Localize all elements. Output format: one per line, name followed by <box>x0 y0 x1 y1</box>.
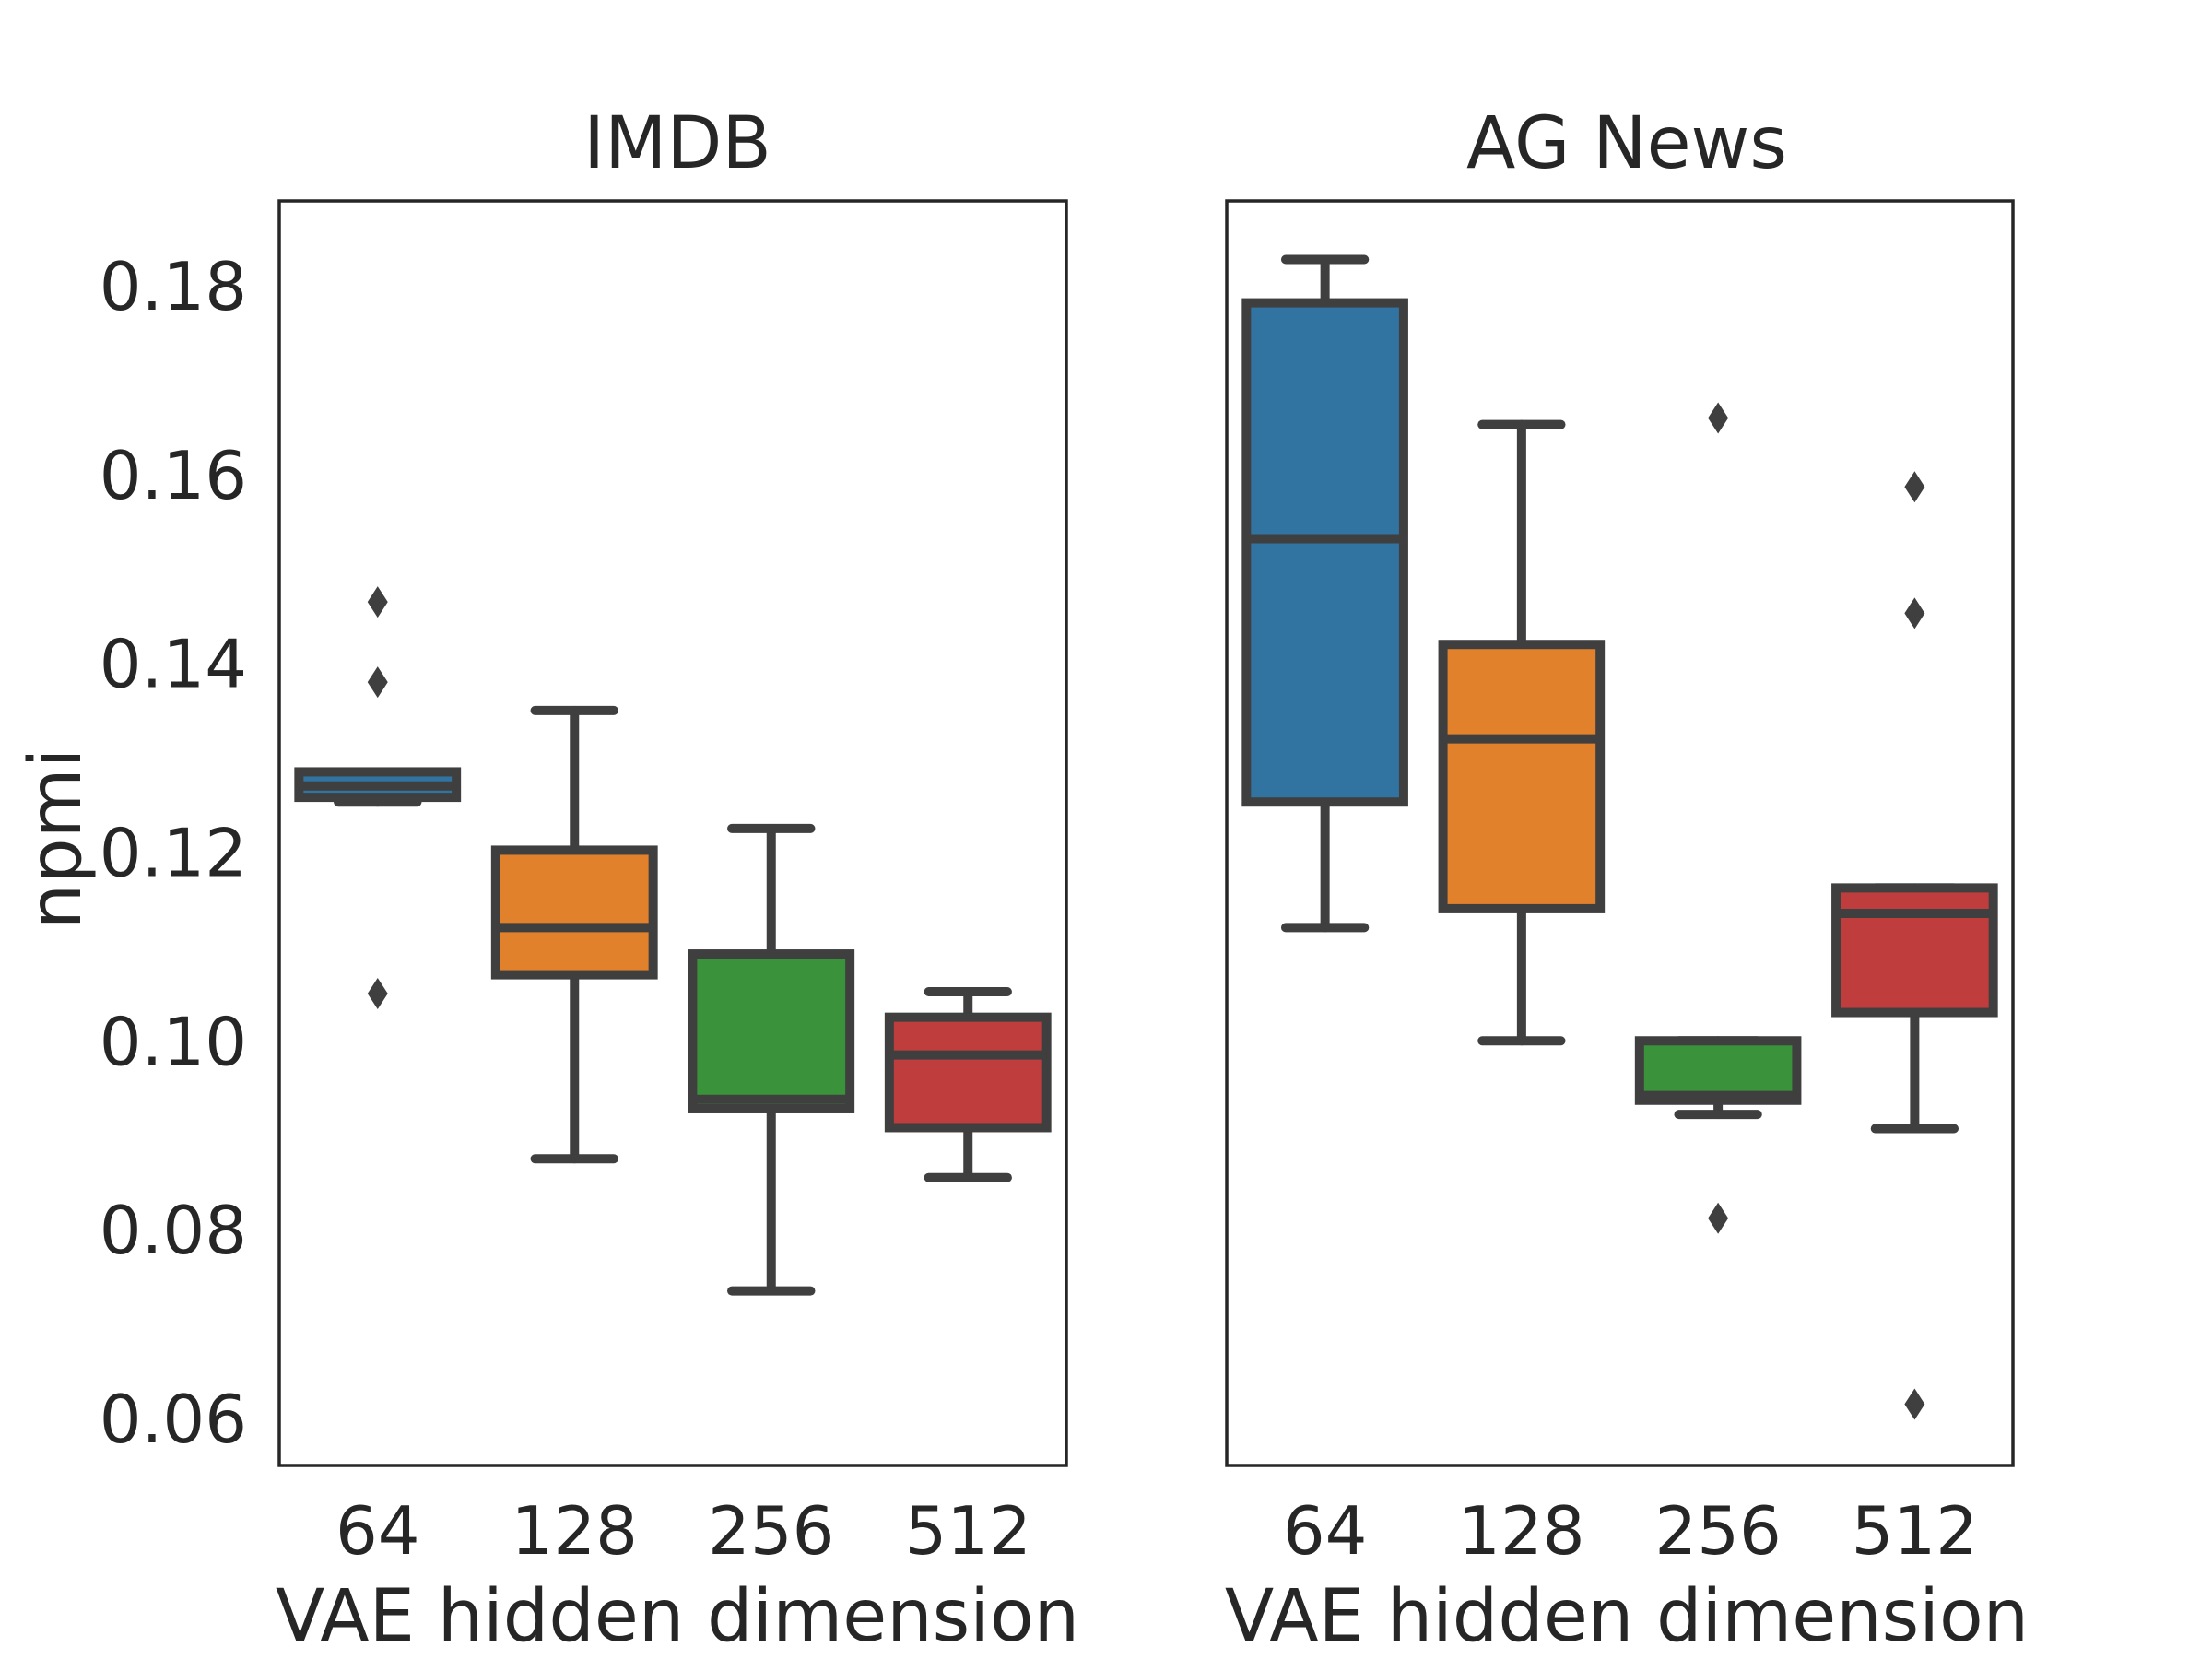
y-tick-label: 0.06 <box>100 1381 247 1458</box>
outlier-point <box>1904 471 1925 503</box>
outlier-point <box>1904 1388 1925 1420</box>
outlier-point <box>367 978 388 1010</box>
y-tick-label: 0.18 <box>100 248 247 325</box>
box-64 <box>1241 254 1408 933</box>
outlier-point <box>367 666 388 699</box>
plot-area-ag-news: 64 128 256 512 <box>1225 199 2015 1570</box>
y-tick-label: 0.14 <box>100 626 247 703</box>
box-512 <box>884 987 1052 1182</box>
x-tick-label-512: 512 <box>1852 1492 1978 1570</box>
box-iqr <box>884 1012 1052 1133</box>
outlier-point <box>1708 402 1729 434</box>
y-tick-label: 0.12 <box>100 814 247 891</box>
box-iqr <box>1634 1036 1802 1105</box>
x-tick-label-64: 64 <box>335 1492 420 1570</box>
box-iqr <box>688 949 855 1113</box>
x-tick-label-128: 128 <box>1458 1492 1584 1570</box>
panel-imdb: IMDB 64 128 256 512 0.06 0.08 0.10 0.12 0.14 0.16… <box>15 102 1079 1658</box>
y-tick-label: 0.16 <box>100 437 247 514</box>
plot-area-imdb: 64 128 256 512 0.06 0.08 0.10 0.12 0.14 0.16 0.18 <box>100 199 1068 1570</box>
box-iqr <box>1241 298 1408 807</box>
x-tick-label-512: 512 <box>905 1492 1031 1570</box>
x-tick-label-128: 128 <box>512 1492 638 1570</box>
axes-frame <box>1225 199 2015 1467</box>
box-64 <box>294 586 462 1010</box>
panel-title: IMDB <box>583 102 771 185</box>
x-tick-label-256: 256 <box>708 1492 834 1570</box>
panel-ag-news: AG News 64 128 256 512 VAE hidden dimension <box>1225 102 2029 1658</box>
box-128 <box>1438 419 1606 1046</box>
box-iqr <box>1831 883 1998 1018</box>
box-512 <box>1831 471 1998 1420</box>
x-tick-label-256: 256 <box>1654 1492 1781 1570</box>
axes-frame <box>277 199 1068 1467</box>
x-tick-label-64: 64 <box>1283 1492 1368 1570</box>
outlier-point <box>1708 1202 1729 1234</box>
box-256 <box>688 823 855 1296</box>
outlier-point <box>1904 597 1925 629</box>
x-axis-label: VAE hidden dimension <box>276 1575 1079 1658</box>
panel-title: AG News <box>1466 102 1787 185</box>
box-128 <box>490 705 658 1164</box>
box-iqr <box>490 845 658 980</box>
box-iqr <box>1438 640 1606 913</box>
y-tick-label: 0.10 <box>100 1003 247 1080</box>
box-256 <box>1634 402 1802 1234</box>
y-axis-label: npmi <box>15 748 98 930</box>
outlier-point <box>367 586 388 618</box>
x-axis-label: VAE hidden dimension <box>1225 1575 2029 1658</box>
y-tick-label: 0.08 <box>100 1192 247 1269</box>
